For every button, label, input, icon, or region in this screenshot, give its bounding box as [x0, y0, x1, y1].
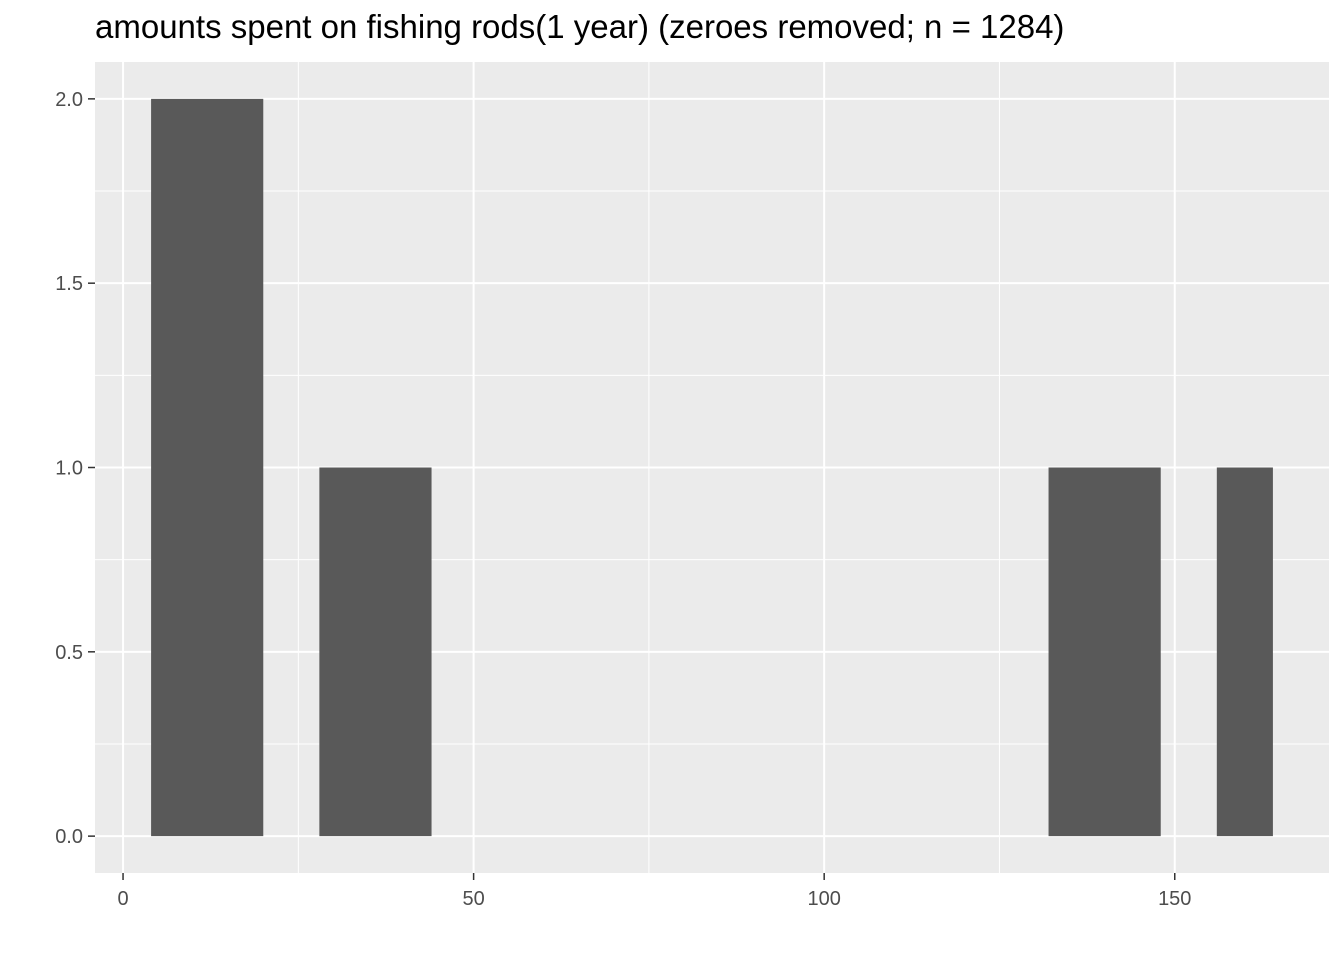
y-tick-label: 0.5 — [55, 642, 83, 664]
y-tick-label: 1.0 — [55, 458, 83, 480]
y-tick-label: 2.0 — [55, 89, 83, 111]
chart-title: amounts spent on fishing rods(1 year) (z… — [95, 8, 1065, 45]
bar-2 — [1048, 467, 1161, 837]
x-tick-label: 100 — [807, 888, 840, 910]
y-tick-label: 1.5 — [55, 273, 83, 295]
bar-1 — [319, 467, 432, 837]
y-axis: 0.0 0.5 1.0 1.5 2.0 — [55, 89, 95, 848]
x-tick-label: 0 — [117, 888, 128, 910]
x-tick-label: 150 — [1158, 888, 1191, 910]
bar-3 — [1216, 467, 1273, 837]
major-gridlines — [95, 62, 1329, 873]
bars — [151, 98, 1273, 837]
y-tick-label: 0.0 — [55, 826, 83, 848]
bar-0 — [151, 98, 264, 837]
x-axis: 0 50 100 150 — [117, 873, 1191, 910]
x-tick-label: 50 — [462, 888, 484, 910]
